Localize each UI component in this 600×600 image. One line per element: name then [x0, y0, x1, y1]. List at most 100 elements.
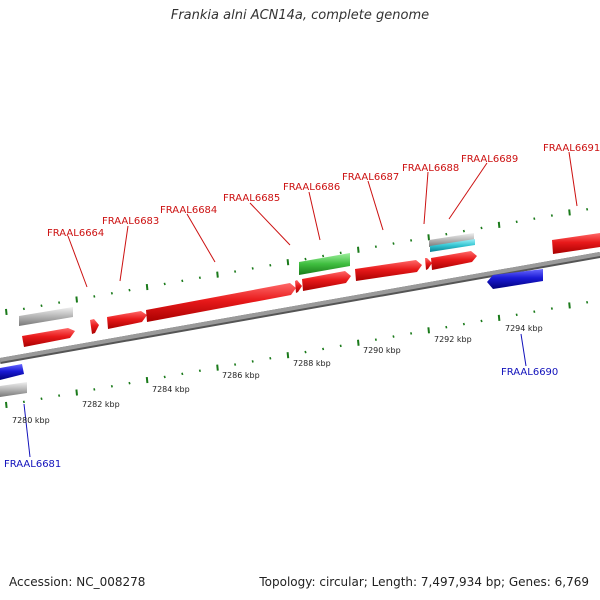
major-tick: [357, 339, 360, 346]
minor-tick: [22, 400, 25, 404]
backbone: [0, 252, 600, 362]
gene-label-fraal6685: FRAAL6685: [223, 193, 280, 204]
map-title: Frankia alni ACN14a, complete genome: [170, 8, 430, 23]
minor-tick: [374, 338, 377, 341]
minor-tick: [251, 360, 254, 363]
major-tick: [427, 234, 430, 241]
minor-tick: [58, 301, 61, 304]
minor-tick: [110, 384, 113, 388]
gene-label-fraal6683: FRAAL6683: [102, 216, 159, 227]
gene-feature: [429, 233, 474, 247]
minor-tick: [198, 276, 201, 280]
gene-label-fraal6664: FRAAL6664: [47, 228, 104, 239]
tick-label-7292: 7292 kbp: [434, 335, 472, 344]
cds-forward: [425, 258, 432, 270]
major-tick: [286, 259, 290, 266]
tick-label-7290: 7290 kbp: [363, 346, 401, 355]
tick-label-7294: 7294 kbp: [505, 324, 543, 333]
minor-tick: [374, 245, 377, 248]
gene-label-fraal6690: FRAAL6690: [501, 367, 558, 378]
cds-forward: [431, 251, 477, 270]
minor-tick: [234, 363, 237, 366]
tick-label-7288: 7288 kbp: [293, 359, 331, 368]
minor-tick: [251, 267, 254, 270]
minor-tick: [462, 322, 465, 326]
minor-tick: [93, 295, 96, 298]
cds-reverse: [0, 364, 24, 380]
minor-tick: [392, 335, 395, 338]
gene-label-fraal6684: FRAAL6684: [160, 205, 217, 216]
major-tick: [497, 314, 501, 321]
gene-label-fraal6687: FRAAL6687: [342, 172, 399, 183]
inner-tick-ring: [5, 301, 589, 409]
minor-tick: [533, 217, 536, 220]
genome-summary: Topology: circular; Length: 7,497,934 bp…: [259, 575, 589, 589]
minor-tick: [550, 307, 553, 310]
minor-tick: [163, 282, 166, 286]
cds-forward: [355, 260, 422, 281]
cds-forward: [295, 280, 302, 293]
minor-tick: [586, 208, 589, 211]
major-tick: [145, 283, 149, 291]
cds-forward: [552, 233, 600, 254]
major-tick: [427, 327, 430, 334]
minor-tick: [515, 220, 518, 224]
minor-tick: [322, 347, 325, 351]
major-tick: [5, 308, 8, 316]
major-tick: [216, 271, 219, 278]
minor-tick: [339, 251, 342, 255]
cds-forward: [302, 271, 351, 291]
minor-tick: [533, 310, 536, 313]
minor-tick: [339, 344, 342, 348]
minor-tick: [445, 325, 448, 329]
outer-tick-ring: [5, 208, 589, 316]
major-tick: [5, 401, 8, 409]
minor-tick: [163, 375, 166, 379]
minor-tick: [93, 388, 96, 391]
minor-tick: [181, 372, 184, 376]
minor-tick: [128, 288, 131, 292]
minor-tick: [410, 332, 413, 335]
misc-feature: [430, 239, 475, 252]
cds-forward: [107, 311, 147, 329]
gene-label-fraal6688: FRAAL6688: [402, 163, 459, 174]
cds-forward: [146, 283, 296, 322]
minor-tick: [550, 214, 553, 217]
cds-forward: [22, 328, 75, 347]
minor-tick: [410, 239, 413, 242]
minor-tick: [22, 307, 25, 311]
accession-label: Accession: NC_008278: [9, 575, 146, 589]
major-tick: [75, 389, 78, 396]
gene-feature: [19, 307, 73, 326]
tick-label-7282: 7282 kbp: [82, 400, 120, 409]
label-connectors: [23, 151, 578, 458]
rna-feature: [299, 253, 350, 275]
minor-tick: [58, 394, 61, 397]
minor-tick: [445, 232, 448, 236]
gene-label-fraal6691: FRAAL6691: [543, 143, 600, 154]
minor-tick: [304, 257, 307, 261]
minor-tick: [586, 301, 589, 304]
minor-tick: [198, 369, 201, 373]
tick-label-7284: 7284 kbp: [152, 385, 190, 394]
minor-tick: [181, 279, 184, 283]
major-tick: [145, 376, 149, 384]
minor-tick: [40, 304, 43, 308]
minor-tick: [304, 350, 307, 354]
cds-reverse: [487, 269, 543, 289]
major-tick: [497, 221, 501, 228]
minor-tick: [269, 356, 272, 360]
gene-label-fraal6689: FRAAL6689: [461, 154, 518, 165]
minor-tick: [40, 397, 43, 401]
minor-tick: [480, 226, 483, 230]
minor-tick: [128, 381, 131, 385]
minor-tick: [322, 254, 325, 258]
major-tick: [568, 302, 571, 309]
cds-forward: [90, 319, 99, 334]
minor-tick: [392, 242, 395, 245]
major-tick: [568, 209, 571, 216]
tick-label-7286: 7286 kbp: [222, 371, 260, 380]
minor-tick: [462, 229, 465, 233]
gene-label-fraal6681: FRAAL6681: [4, 459, 61, 470]
